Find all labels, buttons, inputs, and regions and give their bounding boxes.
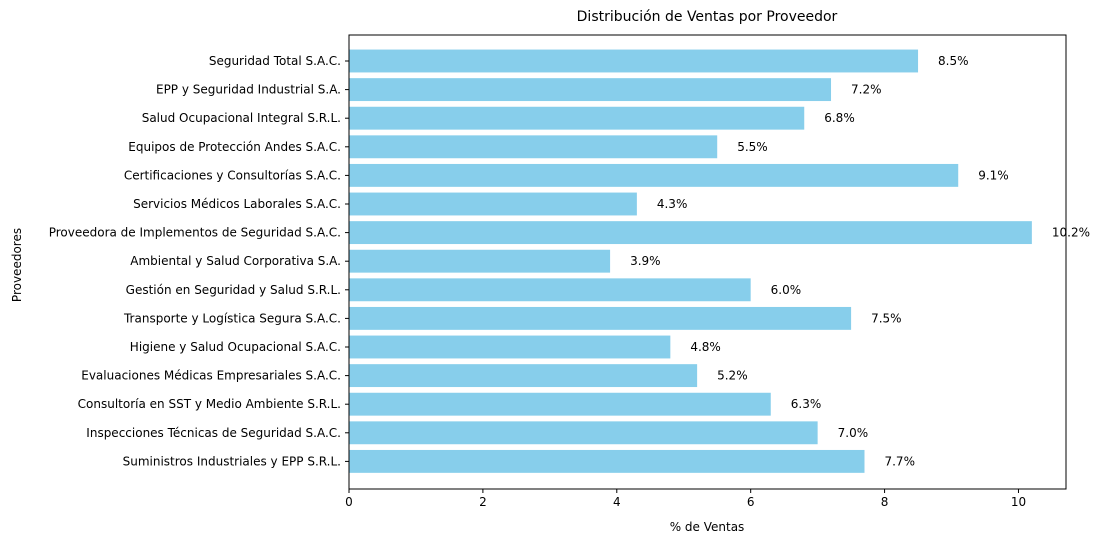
x-tick-label: 0 xyxy=(345,495,353,509)
y-tick-label: Proveedora de Implementos de Seguridad S… xyxy=(49,226,341,240)
y-tick-label: Ambiental y Salud Corporativa S.A. xyxy=(130,254,341,268)
x-tick-label: 4 xyxy=(613,495,621,509)
bar xyxy=(349,335,671,359)
y-tick-label: Consultoría en SST y Medio Ambiente S.R.… xyxy=(78,397,341,411)
y-tick-label: Salud Ocupacional Integral S.R.L. xyxy=(142,111,341,125)
y-tick-label: Servicios Médicos Laborales S.A.C. xyxy=(133,197,341,211)
data-label: 7.0% xyxy=(838,426,869,440)
y-tick-label: EPP y Seguridad Industrial S.A. xyxy=(156,83,341,97)
data-label: 7.5% xyxy=(871,311,902,325)
data-label: 5.2% xyxy=(717,369,748,383)
y-tick-label: Seguridad Total S.A.C. xyxy=(209,54,341,68)
x-tick-label: 10 xyxy=(1011,495,1026,509)
data-label: 4.3% xyxy=(657,197,688,211)
data-label: 3.9% xyxy=(630,254,661,268)
x-axis-label: % de Ventas xyxy=(670,520,745,534)
bar xyxy=(349,278,751,302)
data-label: 7.7% xyxy=(884,454,915,468)
data-label: 7.2% xyxy=(851,83,882,97)
y-tick-label: Inspecciones Técnicas de Seguridad S.A.C… xyxy=(86,426,341,440)
chart-title: Distribución de Ventas por Proveedor xyxy=(577,9,838,25)
data-label: 8.5% xyxy=(938,54,969,68)
data-label: 5.5% xyxy=(737,140,768,154)
data-label: 9.1% xyxy=(978,168,1009,182)
bar xyxy=(349,392,771,416)
data-label: 6.8% xyxy=(824,111,855,125)
bar xyxy=(349,449,865,473)
y-tick-label: Higiene y Salud Ocupacional S.A.C. xyxy=(130,340,341,354)
bar xyxy=(349,163,959,187)
y-tick-label: Certificaciones y Consultorías S.A.C. xyxy=(124,168,341,182)
bar xyxy=(349,192,637,216)
y-axis-label: Proveedores xyxy=(10,228,24,302)
bar xyxy=(349,49,919,73)
plot-area: Seguridad Total S.A.C. 8.5% EPP y Segurida… xyxy=(49,34,1090,509)
bar xyxy=(349,221,1032,245)
x-tick-label: 2 xyxy=(479,495,487,509)
data-label: 10.2% xyxy=(1052,226,1090,240)
bar xyxy=(349,78,832,102)
y-tick-label: Transporte y Logística Segura S.A.C. xyxy=(123,311,341,325)
bar xyxy=(349,364,698,388)
bar xyxy=(349,249,611,273)
bar xyxy=(349,306,852,330)
plot-frame xyxy=(348,34,1067,490)
y-tick-label: Equipos de Protección Andes S.A.C. xyxy=(128,140,341,154)
data-label: 6.3% xyxy=(791,397,822,411)
data-label: 6.0% xyxy=(771,283,802,297)
bar xyxy=(349,135,718,159)
bar xyxy=(349,106,805,130)
y-tick-label: Suministros Industriales y EPP S.R.L. xyxy=(123,454,341,468)
x-tick-label: 8 xyxy=(881,495,889,509)
y-tick-label: Evaluaciones Médicas Empresariales S.A.C… xyxy=(81,369,341,383)
y-tick-label: Gestión en Seguridad y Salud S.R.L. xyxy=(126,283,341,297)
bar xyxy=(349,421,818,445)
x-tick-label: 6 xyxy=(747,495,755,509)
data-label: 4.8% xyxy=(690,340,721,354)
